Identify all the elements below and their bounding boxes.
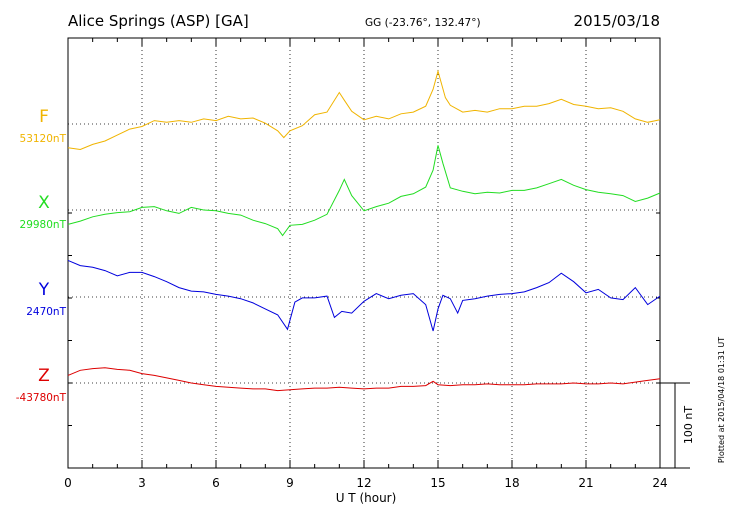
baselines xyxy=(68,123,660,384)
x-tick-label: 3 xyxy=(138,476,146,490)
x-tick-label: 18 xyxy=(504,476,519,490)
x-tick-label: 24 xyxy=(652,476,667,490)
x-tick-label: 21 xyxy=(578,476,593,490)
station-title: Alice Springs (ASP) [GA] xyxy=(68,12,249,30)
series-name-z: Z xyxy=(38,366,50,386)
plotted-at-note: Plotted at 2015/04/18 01:31 UT xyxy=(717,337,726,463)
x-tick-label: 6 xyxy=(212,476,220,490)
series-name-y: Y xyxy=(38,280,50,300)
x-tick-labels: 0 3 6 9 12 15 18 21 24 xyxy=(64,476,667,490)
scale-bar: 100 nT xyxy=(660,382,695,469)
trace-f xyxy=(67,69,661,151)
x-tick-label: 15 xyxy=(430,476,445,490)
x-axis-label: U T (hour) xyxy=(336,491,397,505)
series-name-x: X xyxy=(38,193,50,213)
trace-y xyxy=(67,259,661,332)
date-label: 2015/03/18 xyxy=(574,12,660,30)
grid xyxy=(141,38,587,468)
baseline-value-x: 29980nT xyxy=(20,219,67,231)
x-tick-label: 0 xyxy=(64,476,72,490)
scale-bar-label: 100 nT xyxy=(682,406,695,444)
baseline-value-y: 2470nT xyxy=(26,306,66,318)
traces xyxy=(67,69,661,392)
x-tick-label: 12 xyxy=(356,476,371,490)
axis-ticks xyxy=(67,38,661,469)
baseline-value-z: -43780nT xyxy=(16,392,67,404)
x-tick-label: 9 xyxy=(286,476,294,490)
trace-z xyxy=(67,367,661,392)
trace-x xyxy=(67,145,661,237)
series-labels: F 53120nT X 29980nT Y 2470nT Z -43780nT xyxy=(16,107,67,404)
coords-label: GG (-23.76°, 132.47°) xyxy=(365,17,481,29)
series-name-f: F xyxy=(39,107,49,127)
baseline-value-f: 53120nT xyxy=(20,133,67,145)
